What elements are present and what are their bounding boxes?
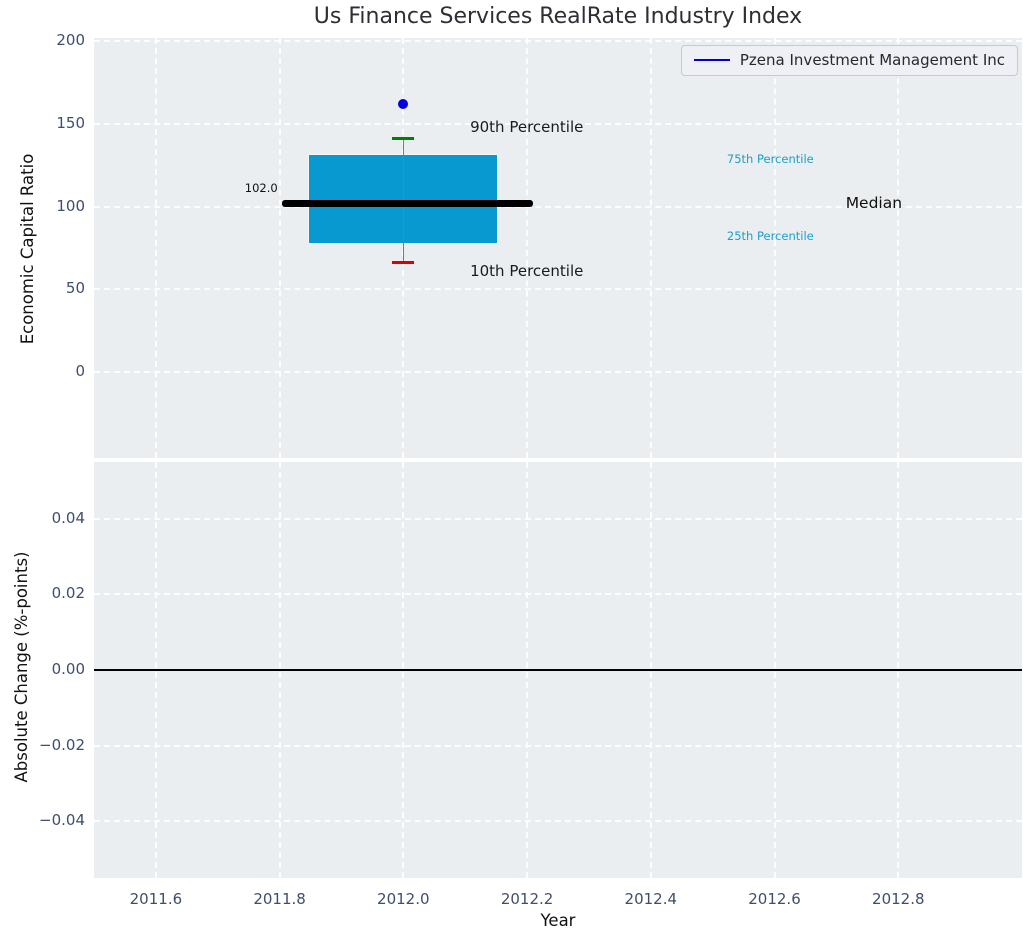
- x-axis-label: Year: [540, 911, 576, 930]
- x-tick-label: 2011.8: [253, 890, 306, 908]
- y-tick-label: −0.04: [39, 811, 85, 830]
- legend-line-sample-icon: [693, 59, 730, 61]
- y-tick-label: 100: [56, 196, 85, 215]
- gridline-y: [94, 371, 1022, 373]
- whisker-cap-90th: [392, 137, 415, 141]
- x-tick-label: 2012.0: [377, 890, 430, 908]
- axes-top-subplot: [94, 38, 1022, 458]
- gridline-x: [773, 38, 776, 458]
- annotation-median: Median: [845, 193, 903, 212]
- annotation-75th-percentile: 75th Percentile: [726, 152, 814, 167]
- gridline-x: [897, 38, 900, 458]
- x-tick-label: 2012.6: [748, 890, 801, 908]
- gridline-x: [278, 38, 281, 458]
- gridline-y: [94, 744, 1022, 747]
- gridline-y: [94, 517, 1022, 520]
- legend: Pzena Investment Management Inc: [680, 45, 1018, 76]
- zero-line: [94, 669, 1022, 671]
- gridline-y: [94, 288, 1022, 291]
- gridline-x: [154, 38, 157, 458]
- y-tick-label: −0.02: [39, 735, 85, 754]
- y-tick-label: 50: [65, 279, 85, 298]
- gridline-y: [94, 820, 1022, 823]
- gridline-y: [94, 40, 1022, 43]
- gridline-x: [649, 38, 652, 458]
- gridline-y: [94, 123, 1022, 125]
- chart-title: Us Finance Services RealRate Industry In…: [313, 4, 803, 29]
- x-tick-label: 2012.8: [872, 890, 925, 908]
- median-line: [282, 199, 534, 207]
- annotation-90th-percentile: 90th Percentile: [470, 118, 584, 137]
- y-tick-label: 0.00: [51, 660, 85, 678]
- gridline-x: [526, 38, 529, 458]
- y-tick-label: 150: [56, 114, 85, 132]
- x-tick-label: 2012.4: [624, 890, 678, 908]
- y-tick-label: 200: [56, 31, 85, 50]
- y-axis-label-top: Economic Capital Ratio: [18, 153, 37, 345]
- gridline-y: [94, 593, 1022, 596]
- x-tick-label: 2012.2: [500, 890, 554, 908]
- annotation-102.0: 102.0: [244, 181, 278, 195]
- gridline-y: [94, 205, 1022, 208]
- y-tick-label: 0: [75, 362, 85, 380]
- whisker-cap-10th: [392, 261, 415, 265]
- y-tick-label: 0.04: [51, 508, 85, 527]
- y-tick-label: 0.02: [51, 584, 85, 603]
- annotation-25th-percentile: 25th Percentile: [726, 229, 814, 243]
- legend-label: Pzena Investment Management Inc: [739, 51, 1005, 69]
- annotation-10th-percentile: 10th Percentile: [470, 262, 584, 280]
- series-point: [398, 99, 409, 110]
- x-tick-label: 2011.6: [129, 890, 183, 908]
